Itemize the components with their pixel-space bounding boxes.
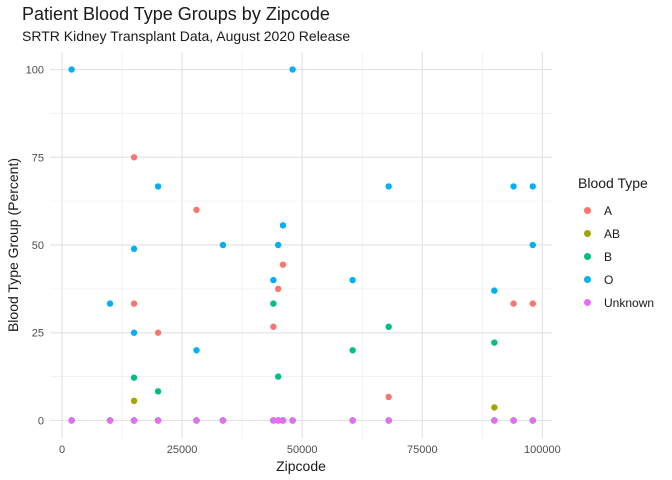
legend-label: AB (604, 226, 621, 241)
data-point-ab (491, 404, 498, 411)
data-point-unknown (274, 417, 282, 424)
data-point-a (154, 329, 162, 336)
legend-label: A (604, 203, 613, 218)
legend-dot-icon (583, 276, 591, 283)
data-point-o (385, 183, 392, 190)
x-tick-label: 25000 (167, 444, 198, 456)
data-point-o (219, 241, 227, 249)
data-point-unknown (219, 417, 227, 424)
data-point-o (491, 287, 498, 294)
grid-layer (50, 52, 552, 438)
legend-key (578, 225, 596, 243)
data-point-unknown (385, 417, 392, 424)
legend-key (578, 294, 596, 312)
data-point-unknown (106, 417, 114, 424)
tick-layer: 0 25000 50000 75000 100000 0 25 50 75 100 (26, 65, 561, 456)
data-point-o (270, 276, 277, 284)
data-point-unknown (154, 417, 162, 424)
data-point-a (193, 206, 200, 214)
data-point-b (130, 374, 138, 381)
data-point-b (154, 388, 162, 395)
legend: Blood Type A AB B O Unknown (578, 175, 654, 314)
data-point-o (289, 66, 296, 73)
data-point-b (274, 373, 282, 380)
x-tick-label: 75000 (407, 444, 438, 456)
data-point-unknown (68, 417, 75, 424)
data-point-o (274, 241, 282, 249)
data-point-unknown (193, 417, 200, 424)
y-tick-label: 0 (38, 415, 44, 427)
data-point-unknown (510, 417, 517, 424)
data-point-o (193, 347, 200, 354)
legend-key (578, 202, 596, 220)
legend-dot-icon (583, 230, 591, 237)
legend-items: A AB B O Unknown (578, 199, 654, 314)
data-point-o (279, 222, 287, 229)
legend-dot-icon (583, 253, 591, 260)
data-point-a (270, 323, 277, 330)
data-point-a (274, 285, 282, 293)
chart-title: Patient Blood Type Groups by Zipcode (22, 4, 330, 24)
legend-label: B (604, 249, 613, 264)
data-point-b (491, 339, 498, 346)
data-point-b (385, 323, 392, 330)
data-point-a (279, 261, 287, 268)
data-point-unknown (130, 417, 138, 424)
data-point-a (510, 300, 517, 307)
legend-label: O (604, 272, 614, 287)
data-point-o (106, 300, 114, 307)
data-point-o (130, 329, 138, 336)
data-point-o (529, 241, 536, 249)
data-point-unknown (270, 417, 277, 424)
x-axis-label: Zipcode (276, 458, 326, 474)
data-point-unknown (289, 417, 296, 424)
data-point-b (270, 300, 277, 307)
legend-item-o: O (578, 268, 654, 291)
data-point-a (385, 393, 392, 401)
y-axis-label: Blood Type Group (Percent) (5, 158, 21, 332)
legend-item-a: A (578, 199, 654, 222)
data-point-unknown (529, 417, 536, 424)
legend-label: Unknown (604, 295, 655, 310)
legend-key (578, 271, 596, 289)
point-layer (68, 66, 536, 424)
legend-item-unknown: Unknown (578, 291, 654, 314)
legend-key (578, 248, 596, 266)
legend-title: Blood Type (578, 175, 648, 191)
y-tick-label: 100 (26, 65, 44, 77)
data-point-o (529, 183, 536, 190)
data-point-o (349, 276, 356, 284)
data-point-unknown (491, 417, 498, 424)
y-tick-label: 25 (32, 328, 44, 340)
data-point-b (349, 347, 356, 354)
x-tick-label: 100000 (524, 444, 561, 456)
data-point-unknown (349, 417, 356, 424)
legend-dot-icon (583, 299, 591, 306)
x-tick-label: 0 (59, 444, 65, 456)
data-point-o (130, 245, 138, 253)
data-point-a (130, 300, 138, 307)
legend-item-b: B (578, 245, 654, 268)
y-tick-label: 75 (32, 152, 44, 164)
data-point-o (68, 66, 75, 73)
data-point-a (130, 154, 138, 161)
chart-subtitle: SRTR Kidney Transplant Data, August 2020… (22, 28, 351, 44)
legend-dot-icon (583, 207, 591, 214)
y-tick-label: 50 (32, 240, 44, 252)
data-point-a (529, 300, 536, 307)
data-point-o (154, 183, 162, 190)
legend-item-ab: AB (578, 222, 654, 245)
data-point-unknown (279, 417, 287, 424)
data-point-ab (130, 397, 138, 405)
data-point-o (510, 183, 517, 190)
x-tick-label: 50000 (287, 444, 318, 456)
